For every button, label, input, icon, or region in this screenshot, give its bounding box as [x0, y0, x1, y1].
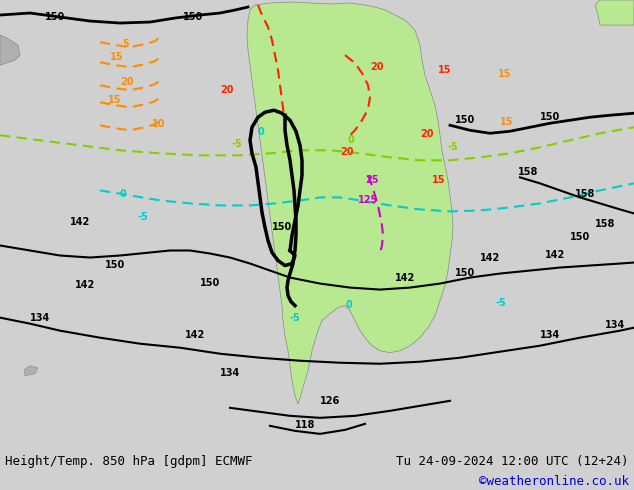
Text: -5: -5 — [290, 313, 301, 322]
Text: 20: 20 — [220, 85, 233, 95]
Text: 142: 142 — [75, 280, 95, 290]
Text: 150: 150 — [455, 115, 476, 125]
Text: 150: 150 — [45, 12, 65, 22]
Text: 158: 158 — [575, 190, 595, 199]
Text: 20: 20 — [340, 147, 354, 157]
Text: 10: 10 — [152, 119, 165, 129]
Text: 0: 0 — [120, 190, 127, 199]
Text: 150: 150 — [455, 268, 476, 277]
Text: 134: 134 — [605, 319, 625, 330]
Text: ©weatheronline.co.uk: ©weatheronline.co.uk — [479, 475, 629, 489]
Text: 142: 142 — [545, 249, 566, 260]
Text: 126: 126 — [320, 396, 340, 406]
Polygon shape — [595, 0, 634, 25]
Text: 134: 134 — [30, 313, 50, 322]
Text: 150: 150 — [540, 112, 560, 122]
Text: 5: 5 — [122, 39, 129, 49]
Polygon shape — [24, 366, 38, 376]
Text: 142: 142 — [185, 330, 205, 340]
Text: 150: 150 — [183, 12, 204, 22]
Text: Height/Temp. 850 hPa [gdpm] ECMWF: Height/Temp. 850 hPa [gdpm] ECMWF — [5, 455, 252, 468]
Text: 15: 15 — [498, 69, 512, 79]
Text: 158: 158 — [518, 168, 538, 177]
Text: -5: -5 — [232, 139, 243, 149]
Text: Tu 24-09-2024 12:00 UTC (12+24): Tu 24-09-2024 12:00 UTC (12+24) — [396, 455, 629, 468]
Text: 118: 118 — [295, 420, 315, 430]
Text: 15: 15 — [438, 65, 451, 75]
Text: 134: 134 — [220, 368, 240, 378]
Polygon shape — [247, 2, 453, 404]
Text: 15: 15 — [432, 175, 446, 185]
Text: -5: -5 — [495, 297, 506, 308]
Text: 150: 150 — [272, 222, 292, 232]
Polygon shape — [0, 35, 20, 65]
Text: 20: 20 — [420, 129, 434, 139]
Text: 15: 15 — [500, 117, 514, 127]
Text: 20: 20 — [120, 77, 134, 87]
Text: 0: 0 — [345, 299, 352, 310]
Text: -5: -5 — [138, 213, 149, 222]
Text: 150: 150 — [200, 277, 220, 288]
Text: 15: 15 — [110, 52, 124, 62]
Text: 150: 150 — [105, 260, 126, 270]
Text: 125: 125 — [358, 196, 378, 205]
Text: 142: 142 — [480, 252, 500, 263]
Text: 15: 15 — [108, 95, 122, 105]
Text: 158: 158 — [595, 220, 616, 229]
Text: 25: 25 — [365, 175, 378, 185]
Text: 20: 20 — [370, 62, 384, 72]
Text: 134: 134 — [540, 330, 560, 340]
Text: -5: -5 — [448, 142, 459, 152]
Text: 0: 0 — [258, 127, 265, 137]
Text: 0: 0 — [348, 135, 355, 146]
Text: 142: 142 — [70, 218, 90, 227]
Text: 142: 142 — [395, 272, 415, 283]
Text: 150: 150 — [570, 232, 590, 243]
